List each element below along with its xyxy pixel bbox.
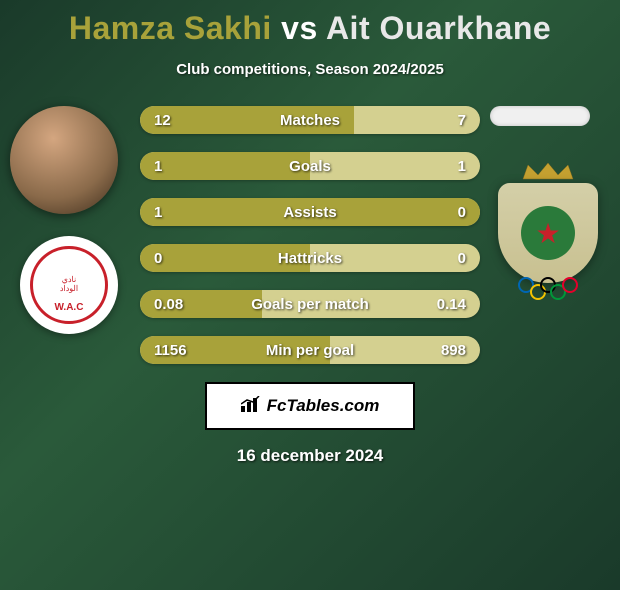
stat-left-value: 0 (154, 250, 162, 267)
shield-circle: ★ (521, 206, 575, 260)
stat-row: 12 Matches 7 (140, 106, 480, 134)
brand-box: FcTables.com (205, 382, 415, 430)
stat-left-value: 1 (154, 204, 162, 221)
footer-date: 16 december 2024 (0, 446, 620, 466)
wac-logo-arabic: ناديالوداد (60, 276, 78, 294)
stat-label: Goals per match (251, 296, 369, 313)
stat-left-value: 1 (154, 158, 162, 175)
stat-label: Goals (289, 158, 331, 175)
stat-left-value: 1156 (154, 342, 187, 359)
stat-right-value: 7 (458, 112, 466, 129)
stat-right-value: 898 (441, 342, 466, 359)
shield-icon: ★ (498, 183, 598, 283)
stat-label: Matches (280, 112, 340, 129)
brand-text: FcTables.com (267, 396, 380, 416)
stat-row: 0 Hattricks 0 (140, 244, 480, 272)
stat-label: Assists (283, 204, 336, 221)
vs-text: vs (281, 10, 318, 46)
stat-row: 1 Assists 0 (140, 198, 480, 226)
stat-label: Hattricks (278, 250, 342, 267)
stat-right-value: 0 (458, 250, 466, 267)
stats-bars: 12 Matches 7 1 Goals 1 1 Assists 0 0 Hat… (140, 106, 480, 364)
player1-name: Hamza Sakhi (69, 10, 272, 46)
stat-right-value: 1 (458, 158, 466, 175)
comparison-title: Hamza Sakhi vs Ait Ouarkhane (0, 10, 620, 47)
player1-avatar (10, 106, 118, 214)
wac-logo-text: W.A.C (55, 302, 84, 313)
chart-icon (241, 396, 261, 417)
stat-row: 0.08 Goals per match 0.14 (140, 290, 480, 318)
wac-logo-circle: ناديالوداد W.A.C (30, 246, 108, 324)
player1-club-logo: ناديالوداد W.A.C (20, 236, 118, 334)
subtitle: Club competitions, Season 2024/2025 (0, 61, 620, 78)
stat-left-value: 12 (154, 112, 171, 129)
crown-icon (518, 161, 578, 181)
bar-fill-left (140, 152, 310, 180)
stat-right-value: 0.14 (437, 296, 466, 313)
stat-label: Min per goal (266, 342, 354, 359)
content-area: ناديالوداد W.A.C ★ 12 Matches 7 (0, 106, 620, 466)
player2-club-logo: ★ (494, 161, 602, 291)
player2-avatar (490, 106, 590, 126)
star-icon: ★ (535, 217, 560, 250)
player2-name: Ait Ouarkhane (326, 10, 551, 46)
olympic-rings-icon (518, 277, 578, 297)
stat-row: 1156 Min per goal 898 (140, 336, 480, 364)
stat-left-value: 0.08 (154, 296, 183, 313)
stat-row: 1 Goals 1 (140, 152, 480, 180)
stat-right-value: 0 (458, 204, 466, 221)
